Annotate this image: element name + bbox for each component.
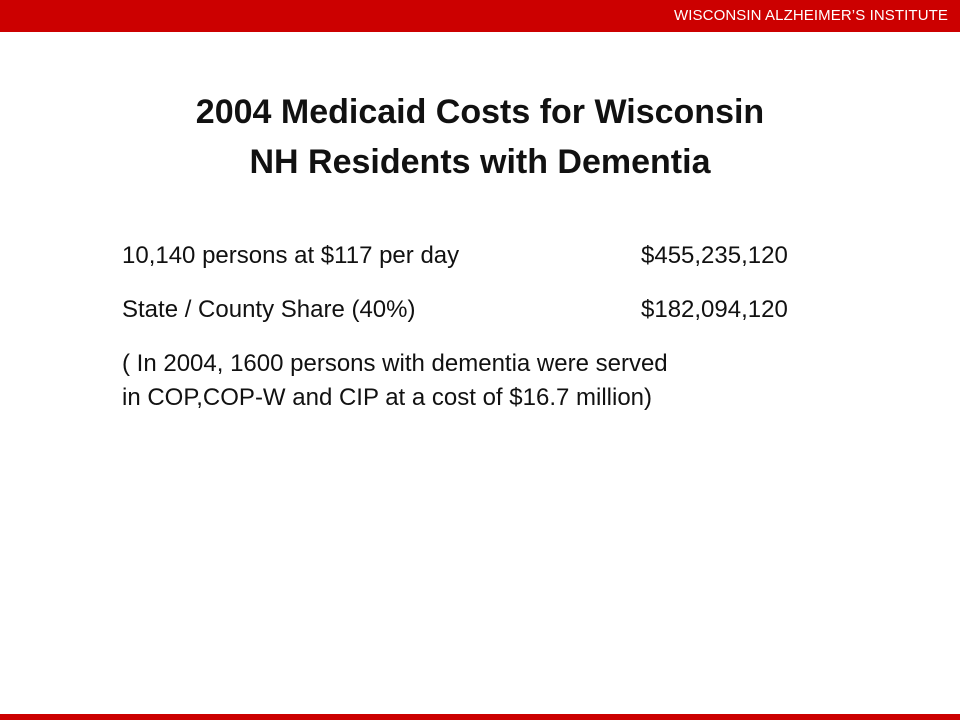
slide-title-line-1: 2004 Medicaid Costs for Wisconsin (195, 93, 765, 131)
cost-label-total: 10,140 persons at $117 per day (122, 242, 460, 269)
cost-row-state-county-share: State / County Share (40%) $182,094,120 (122, 296, 882, 324)
slide-title-line-2: NH Residents with Dementia (249, 143, 711, 181)
cost-value-state-county-share: $182,094,120 (641, 296, 788, 323)
slide-title: 2004 Medicaid Costs for Wisconsin NH Res… (60, 87, 900, 187)
header-bar: WISCONSIN ALZHEIMER’S INSTITUTE (0, 0, 960, 32)
program-cost-note-line-2: in COP,COP-W and CIP at a cost of $16.7 … (122, 384, 653, 411)
cost-value-total: $455,235,120 (641, 242, 788, 269)
institute-name: WISCONSIN ALZHEIMER’S INSTITUTE (674, 7, 948, 24)
slide-body: 10,140 persons at $117 per day $455,235,… (122, 242, 882, 418)
program-cost-note-line-1: ( In 2004, 1600 persons with dementia we… (122, 350, 668, 377)
program-cost-note: ( In 2004, 1600 persons with dementia we… (122, 347, 882, 415)
footer-bar (0, 714, 960, 720)
cost-row-total: 10,140 persons at $117 per day $455,235,… (122, 242, 882, 270)
cost-label-state-county-share: State / County Share (40%) (122, 296, 416, 323)
